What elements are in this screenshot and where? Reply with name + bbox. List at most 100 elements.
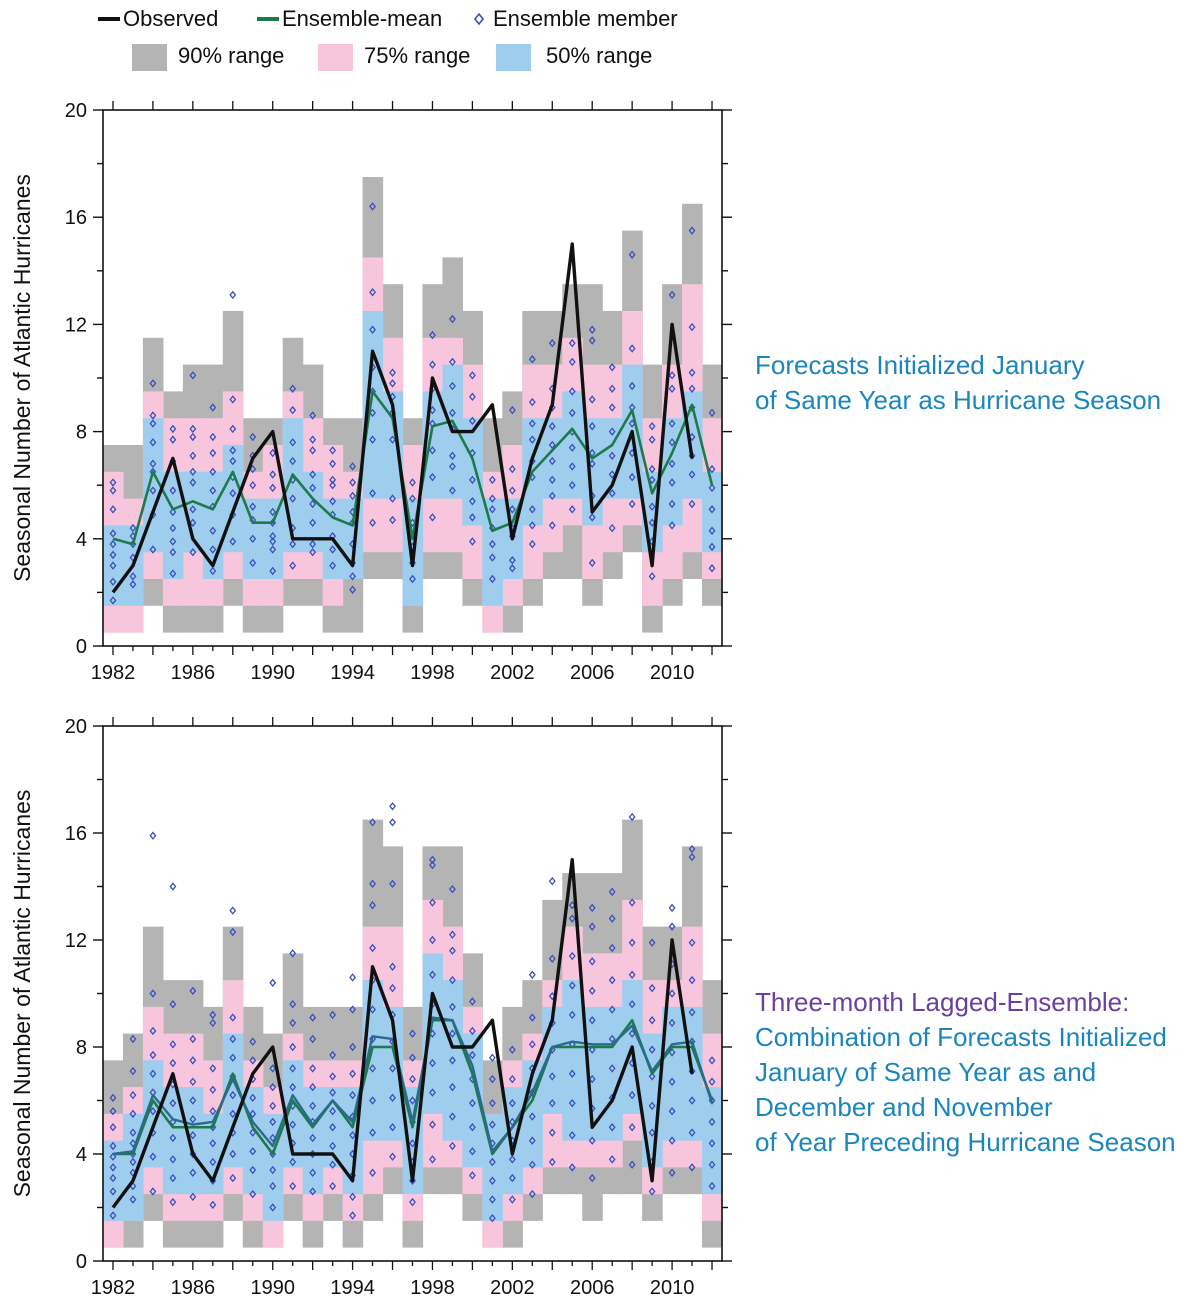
ensemble-member-point: [289, 999, 297, 1009]
ensemble-member-point: [429, 446, 436, 455]
ensemble-member-point: [249, 1056, 257, 1065]
ensemble-member-point: [209, 1157, 217, 1167]
ensemble-member-point: [229, 1149, 237, 1159]
ensemble-mean-legend-label: Ensemble-mean: [282, 6, 443, 31]
ensemble-member-point: [209, 1018, 217, 1028]
range50-bar: [222, 1033, 244, 1168]
chart-panel-1: 0 4 8 12 16 20 1982 1986 1990 1994 1998 2002 2006 201…: [9, 100, 732, 684]
ensemble-member-point: [409, 494, 416, 503]
ensemble-member-point: [668, 1077, 676, 1086]
y-tick-label: 12: [65, 930, 87, 952]
ensemble-member-point: [229, 395, 237, 404]
ensemble-member-point: [568, 357, 576, 367]
ensemble-member-point: [648, 983, 656, 993]
ensemble-member-point: [628, 812, 636, 822]
ensemble-member-point: [708, 1139, 716, 1148]
ensemble-member-point: [209, 486, 217, 495]
ensemble-member-point: [588, 395, 596, 404]
ensemble-member-point: [628, 970, 636, 980]
ensemble-member-point: [109, 486, 117, 495]
ensemble-member-point: [448, 381, 456, 391]
y-tick-label: 4: [76, 529, 87, 551]
ensemble-member-point: [209, 1010, 217, 1020]
ensemble-member-point: [648, 502, 656, 511]
ensemble-member-point: [688, 1008, 696, 1017]
ensemble-member-point: [468, 371, 476, 380]
ensemble-member-point: [568, 505, 576, 514]
range50-bar: [482, 498, 503, 606]
ensemble-member-point: [249, 558, 257, 568]
ensemble-member-point: [708, 526, 716, 535]
ensemble-member-point: [169, 1058, 177, 1068]
ensemble-member-point: [608, 384, 616, 393]
ensemble-member-point: [429, 935, 436, 945]
ensemble-member-point: [109, 1106, 117, 1116]
ensemble-member-point: [209, 1064, 217, 1073]
ensemble-member-point: [189, 478, 197, 487]
ensemble-member-point: [608, 427, 616, 436]
ensemble-member-point: [688, 1163, 696, 1172]
ensemble-member-point: [389, 435, 396, 444]
ensemble-member-point: [129, 1128, 137, 1137]
panel1-title-line: Forecasts Initialized January: [755, 350, 1085, 380]
ensemble-member-point: [169, 569, 177, 578]
ensemble-member-point: [329, 1123, 337, 1132]
ensemble-member-point: [568, 480, 576, 490]
panel2-title-line: January of Same Year as and: [755, 1057, 1097, 1087]
ensemble-member-point: [668, 384, 676, 393]
ensemble-member-point: [249, 1037, 257, 1046]
ensemble-member-point: [149, 486, 157, 495]
ensemble-member-point: [409, 574, 416, 584]
ensemble-member-legend-label: Ensemble member: [493, 6, 678, 31]
ensemble-member-point: [688, 368, 696, 377]
y-tick-label: 20: [65, 716, 87, 738]
ensemble-member-point: [129, 1109, 137, 1119]
observed-legend-label: Observed: [123, 6, 219, 31]
ensemble-member-point: [668, 459, 676, 468]
ensemble-member-point: [389, 1064, 396, 1073]
x-tick-label: 1982: [91, 1277, 136, 1299]
ensemble-member-point: [528, 355, 536, 364]
ensemble-member-point: [548, 422, 556, 431]
ensemble-member-point: [209, 545, 217, 554]
ensemble-member-point: [289, 1018, 297, 1028]
ensemble-member-point: [448, 1029, 456, 1038]
ensemble-member-point: [488, 553, 496, 562]
ensemble-member-point: [568, 408, 576, 418]
ensemble-member-point: [548, 491, 556, 501]
ensemble-member-point: [628, 1160, 636, 1169]
ensemble-member-point: [568, 338, 576, 348]
ensemble-mean-line: [112, 390, 714, 546]
ensemble-member-point: [389, 818, 396, 827]
ensemble-member-point: [269, 1101, 277, 1111]
ensemble-member-point: [448, 930, 456, 939]
ensemble-member-point: [329, 1141, 337, 1151]
ensemble-member-point: [508, 1173, 516, 1183]
ensemble-member-point: [289, 494, 297, 503]
ensemble-member-point: [209, 1200, 217, 1210]
range50-legend-swatch: [496, 44, 531, 71]
ensemble-member-point: [528, 1189, 536, 1199]
ensemble-member-point: [169, 1040, 177, 1049]
ensemble-member-point: [329, 459, 337, 468]
y-tick-label: 8: [76, 422, 87, 444]
ensemble-member-point: [508, 1155, 516, 1164]
ensemble-member-point: [568, 387, 576, 396]
ensemble-member-point: [149, 1026, 157, 1036]
y-tick-label: 16: [65, 207, 87, 229]
ensemble-member-point: [269, 448, 277, 458]
ensemble-member-point: [708, 1077, 716, 1086]
ensemble-member-point: [508, 405, 516, 415]
ensemble-member-point: [389, 515, 396, 525]
ensemble-member-point: [448, 946, 456, 955]
ensemble-member-point: [329, 497, 337, 506]
ensemble-member-point: [468, 392, 476, 401]
ensemble-member-point: [448, 486, 456, 495]
ensemble-member-point: [309, 1034, 317, 1044]
ensemble-member-point: [249, 480, 257, 490]
ensemble-member-point: [329, 1088, 337, 1097]
ensemble-member-point: [229, 456, 237, 466]
x-tick-label: 1986: [171, 1277, 216, 1299]
ensemble-member-point: [209, 403, 217, 412]
ensemble-member-point: [369, 1064, 377, 1073]
